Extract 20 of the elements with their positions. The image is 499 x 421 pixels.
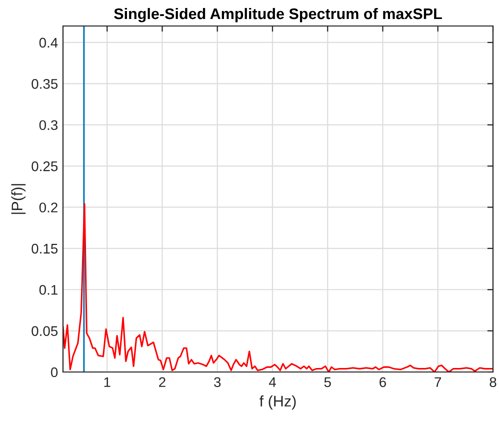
x-axis-title: f (Hz) (260, 395, 296, 410)
x-tick-label: 3 (214, 377, 221, 388)
x-tick-label: 7 (434, 377, 442, 387)
chart-title: Single-Sided Amplitude Spectrum of maxSPL (114, 8, 442, 22)
x-tick-label: 8 (490, 377, 496, 388)
x-tick-label: 1 (104, 377, 110, 387)
y-axis-title: |P(f)| (11, 184, 26, 214)
x-tick-label: 2 (159, 377, 166, 387)
y-tick-label: 0.15 (32, 244, 58, 254)
x-tick-label: 4 (268, 377, 276, 387)
y-tick-label: 0.4 (39, 38, 58, 48)
y-tick-label: 0 (50, 367, 58, 378)
x-tick-label: 6 (380, 377, 386, 388)
y-tick-label: 0.3 (39, 120, 58, 130)
y-tick-label: 0.2 (39, 202, 58, 212)
y-tick-label: 0.35 (32, 79, 58, 89)
x-tick-label: 5 (324, 377, 331, 388)
y-tick-label: 0.1 (39, 284, 58, 295)
y-tick-label: 0.25 (32, 161, 58, 172)
y-tick-label: 0.05 (32, 326, 58, 336)
